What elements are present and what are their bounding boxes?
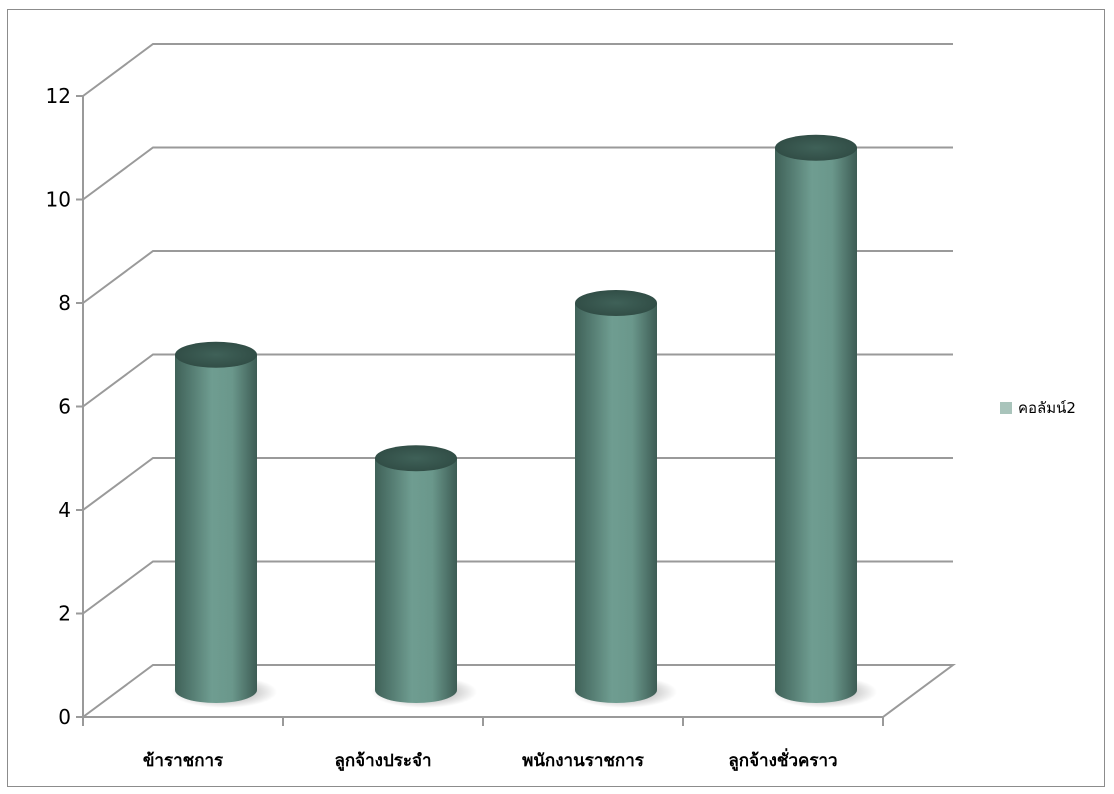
grid-line [82, 560, 953, 615]
bar [571, 290, 677, 708]
bar-body [175, 354, 257, 703]
y-tick-label: 6 [58, 395, 71, 419]
bar [371, 445, 477, 708]
bar-body [375, 458, 457, 703]
y-tick-label: 10 [46, 188, 71, 212]
legend: คอลัมน์2 [1000, 396, 1076, 420]
bar-top [375, 445, 457, 472]
bar [171, 341, 277, 708]
grid-line [82, 43, 953, 97]
x-category-label: พนักงานราชการ [522, 751, 645, 771]
y-tick-label: 12 [46, 84, 71, 108]
grid-line [82, 146, 953, 201]
bars [171, 134, 877, 708]
grid-line [82, 353, 953, 408]
bar-body [575, 303, 657, 703]
y-tick-label: 2 [58, 602, 71, 626]
legend-label: คอลัมน์2 [1018, 399, 1076, 417]
bar-top [575, 290, 657, 316]
axis-labels: 0 2 4 6 8 10 12 ข้าราชการ ลูกจ้างประจำ พนักงานราช… [46, 84, 838, 772]
grid-lines [82, 43, 957, 718]
bar-top [775, 134, 857, 161]
bar [771, 134, 877, 708]
x-category-label: ลูกจ้างประจำ [334, 751, 431, 772]
grid-line [82, 457, 953, 511]
y-tick-label: 4 [58, 498, 71, 522]
floor-outline [82, 664, 957, 718]
bar-top [175, 341, 257, 368]
bar-body [775, 147, 857, 703]
y-tick-label: 8 [58, 291, 71, 315]
x-category-label: ข้าราชการ [143, 751, 224, 771]
legend-swatch [1000, 402, 1012, 414]
x-category-label: ลูกจ้างชั่วคราว [728, 748, 837, 772]
y-tick-label: 0 [58, 705, 71, 729]
grid-line [82, 250, 953, 304]
axes [76, 95, 884, 726]
